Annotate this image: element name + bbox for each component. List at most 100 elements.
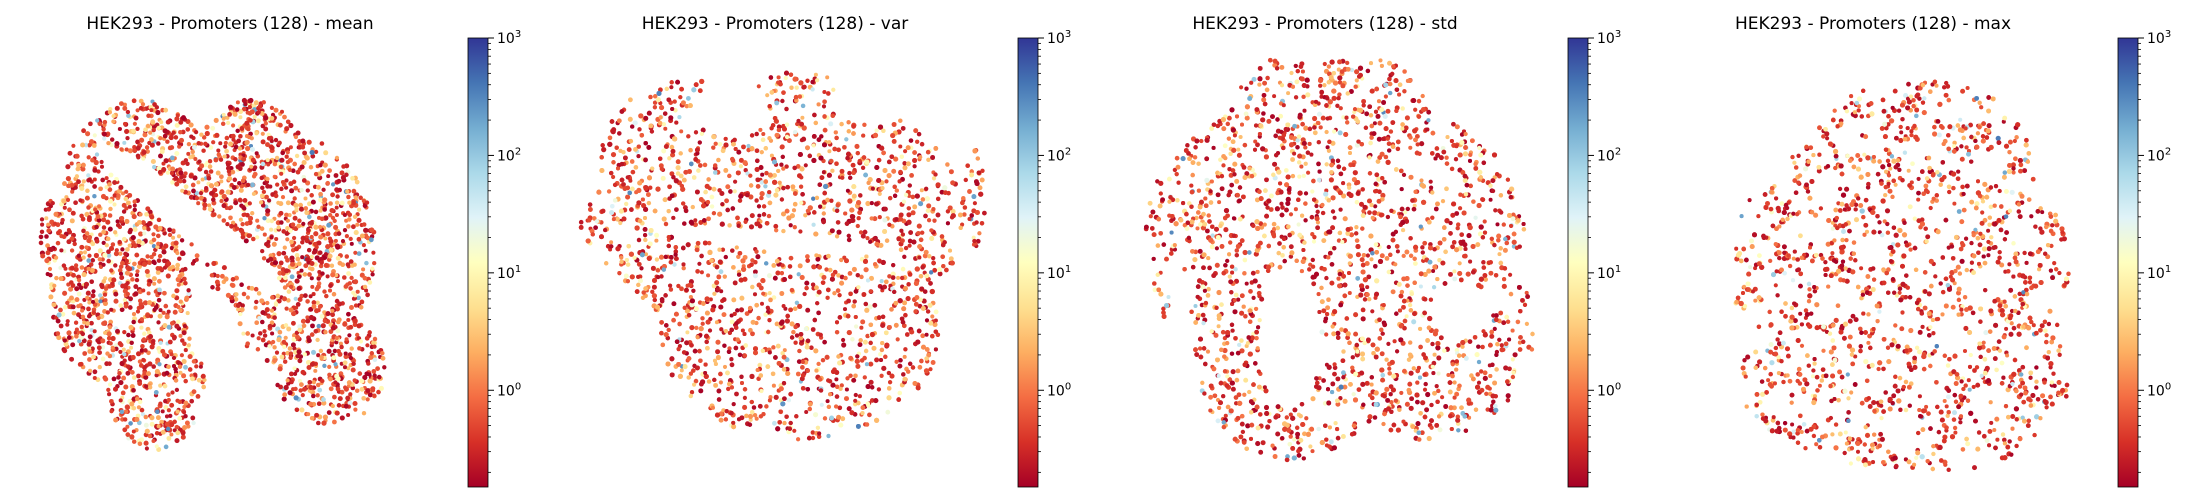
scatter-point — [863, 172, 868, 178]
scatter-point — [130, 333, 136, 338]
scatter-point — [81, 272, 87, 278]
scatter-point — [824, 354, 830, 360]
scatter-point — [715, 287, 720, 292]
scatter-point — [143, 374, 149, 380]
scatter-point — [128, 296, 134, 302]
scatter-point — [199, 132, 204, 137]
scatter-point — [288, 122, 294, 129]
scatter-point — [857, 342, 863, 348]
scatter-point — [240, 162, 245, 167]
scatter-point — [903, 192, 909, 198]
scatter-point — [611, 174, 616, 180]
scatter-point — [727, 223, 732, 228]
scatter-point — [160, 409, 165, 414]
scatter-point — [99, 159, 104, 165]
scatter-point — [847, 198, 853, 204]
scatter-point — [144, 211, 149, 217]
scatter-point — [265, 176, 270, 182]
scatter-point — [301, 221, 306, 226]
scatter-point — [918, 201, 924, 207]
scatter-point — [190, 182, 196, 188]
scatter-point — [194, 257, 199, 262]
scatter-point — [92, 133, 97, 138]
scatter-point — [860, 165, 866, 170]
scatter-point — [276, 275, 282, 281]
scatter-point — [960, 200, 965, 206]
scatter-point — [90, 346, 95, 351]
scatter-point — [111, 113, 116, 119]
scatter-point — [280, 180, 286, 185]
scatter-point — [89, 279, 95, 285]
scatter-point — [303, 206, 309, 211]
scatter-point — [685, 242, 691, 248]
scatter-point — [761, 204, 767, 209]
scatter-point — [378, 385, 384, 391]
scatter-point — [200, 373, 206, 379]
scatter-point — [750, 284, 755, 290]
scatter-point — [713, 170, 718, 175]
scatter-point — [768, 297, 773, 303]
scatter-point — [283, 384, 289, 391]
scatter-point — [322, 197, 328, 203]
scatter-point — [760, 348, 766, 353]
scatter-point — [704, 310, 710, 316]
scatter-point — [70, 304, 76, 310]
scatter-point — [634, 225, 640, 231]
scatter-point — [121, 375, 127, 381]
scatter-point — [358, 339, 364, 344]
scatter-point — [917, 364, 923, 370]
scatter-point — [290, 320, 296, 326]
scatter-point — [102, 119, 108, 125]
scatter-point — [692, 348, 698, 354]
scatter-point — [159, 149, 165, 155]
scatter-point — [221, 116, 226, 121]
scatter-point — [187, 367, 193, 372]
scatter-point — [336, 348, 341, 354]
scatter-point — [286, 326, 292, 332]
scatter-point — [340, 239, 346, 244]
scatter-point — [130, 235, 136, 241]
scatter-point — [152, 164, 157, 170]
scatter-point — [129, 345, 134, 350]
scatter-point — [183, 266, 188, 272]
scatter-point — [154, 305, 159, 310]
scatter-point — [61, 198, 67, 204]
scatter-point — [345, 189, 350, 194]
scatter-point — [214, 279, 220, 285]
scatter-point — [51, 302, 57, 308]
scatter-point — [294, 305, 299, 310]
scatter-point — [287, 390, 293, 396]
scatter-point — [882, 217, 888, 223]
scatter-point — [125, 200, 131, 206]
scatter-point — [353, 230, 359, 236]
scatter-point — [718, 417, 724, 423]
scatter-point — [151, 237, 157, 243]
scatter-point — [181, 276, 187, 282]
scatter-point — [173, 175, 179, 181]
scatter-point — [924, 332, 929, 337]
scatter-point — [120, 191, 126, 196]
scatter-point — [288, 307, 294, 313]
scatter-point — [252, 171, 258, 177]
scatter-point — [805, 254, 810, 259]
scatter-point — [330, 403, 335, 409]
scatter-point — [263, 126, 269, 132]
scatter-point — [122, 140, 127, 145]
scatter-point — [275, 293, 281, 299]
scatter-point — [231, 123, 236, 128]
scatter-point — [346, 412, 351, 418]
scatter-point — [853, 373, 858, 379]
scatter-point — [835, 384, 840, 389]
scatter-point — [322, 318, 328, 324]
scatter-point — [784, 106, 789, 112]
scatter-point — [225, 221, 230, 227]
scatter-point — [171, 293, 176, 299]
scatter-point — [132, 148, 137, 153]
scatter-point — [382, 365, 387, 370]
scatter-point — [889, 154, 895, 160]
scatter-point — [118, 349, 123, 354]
scatter-point — [792, 225, 797, 230]
scatter-point — [888, 380, 893, 385]
scatter-point — [282, 359, 288, 364]
scatter-point — [182, 324, 187, 329]
